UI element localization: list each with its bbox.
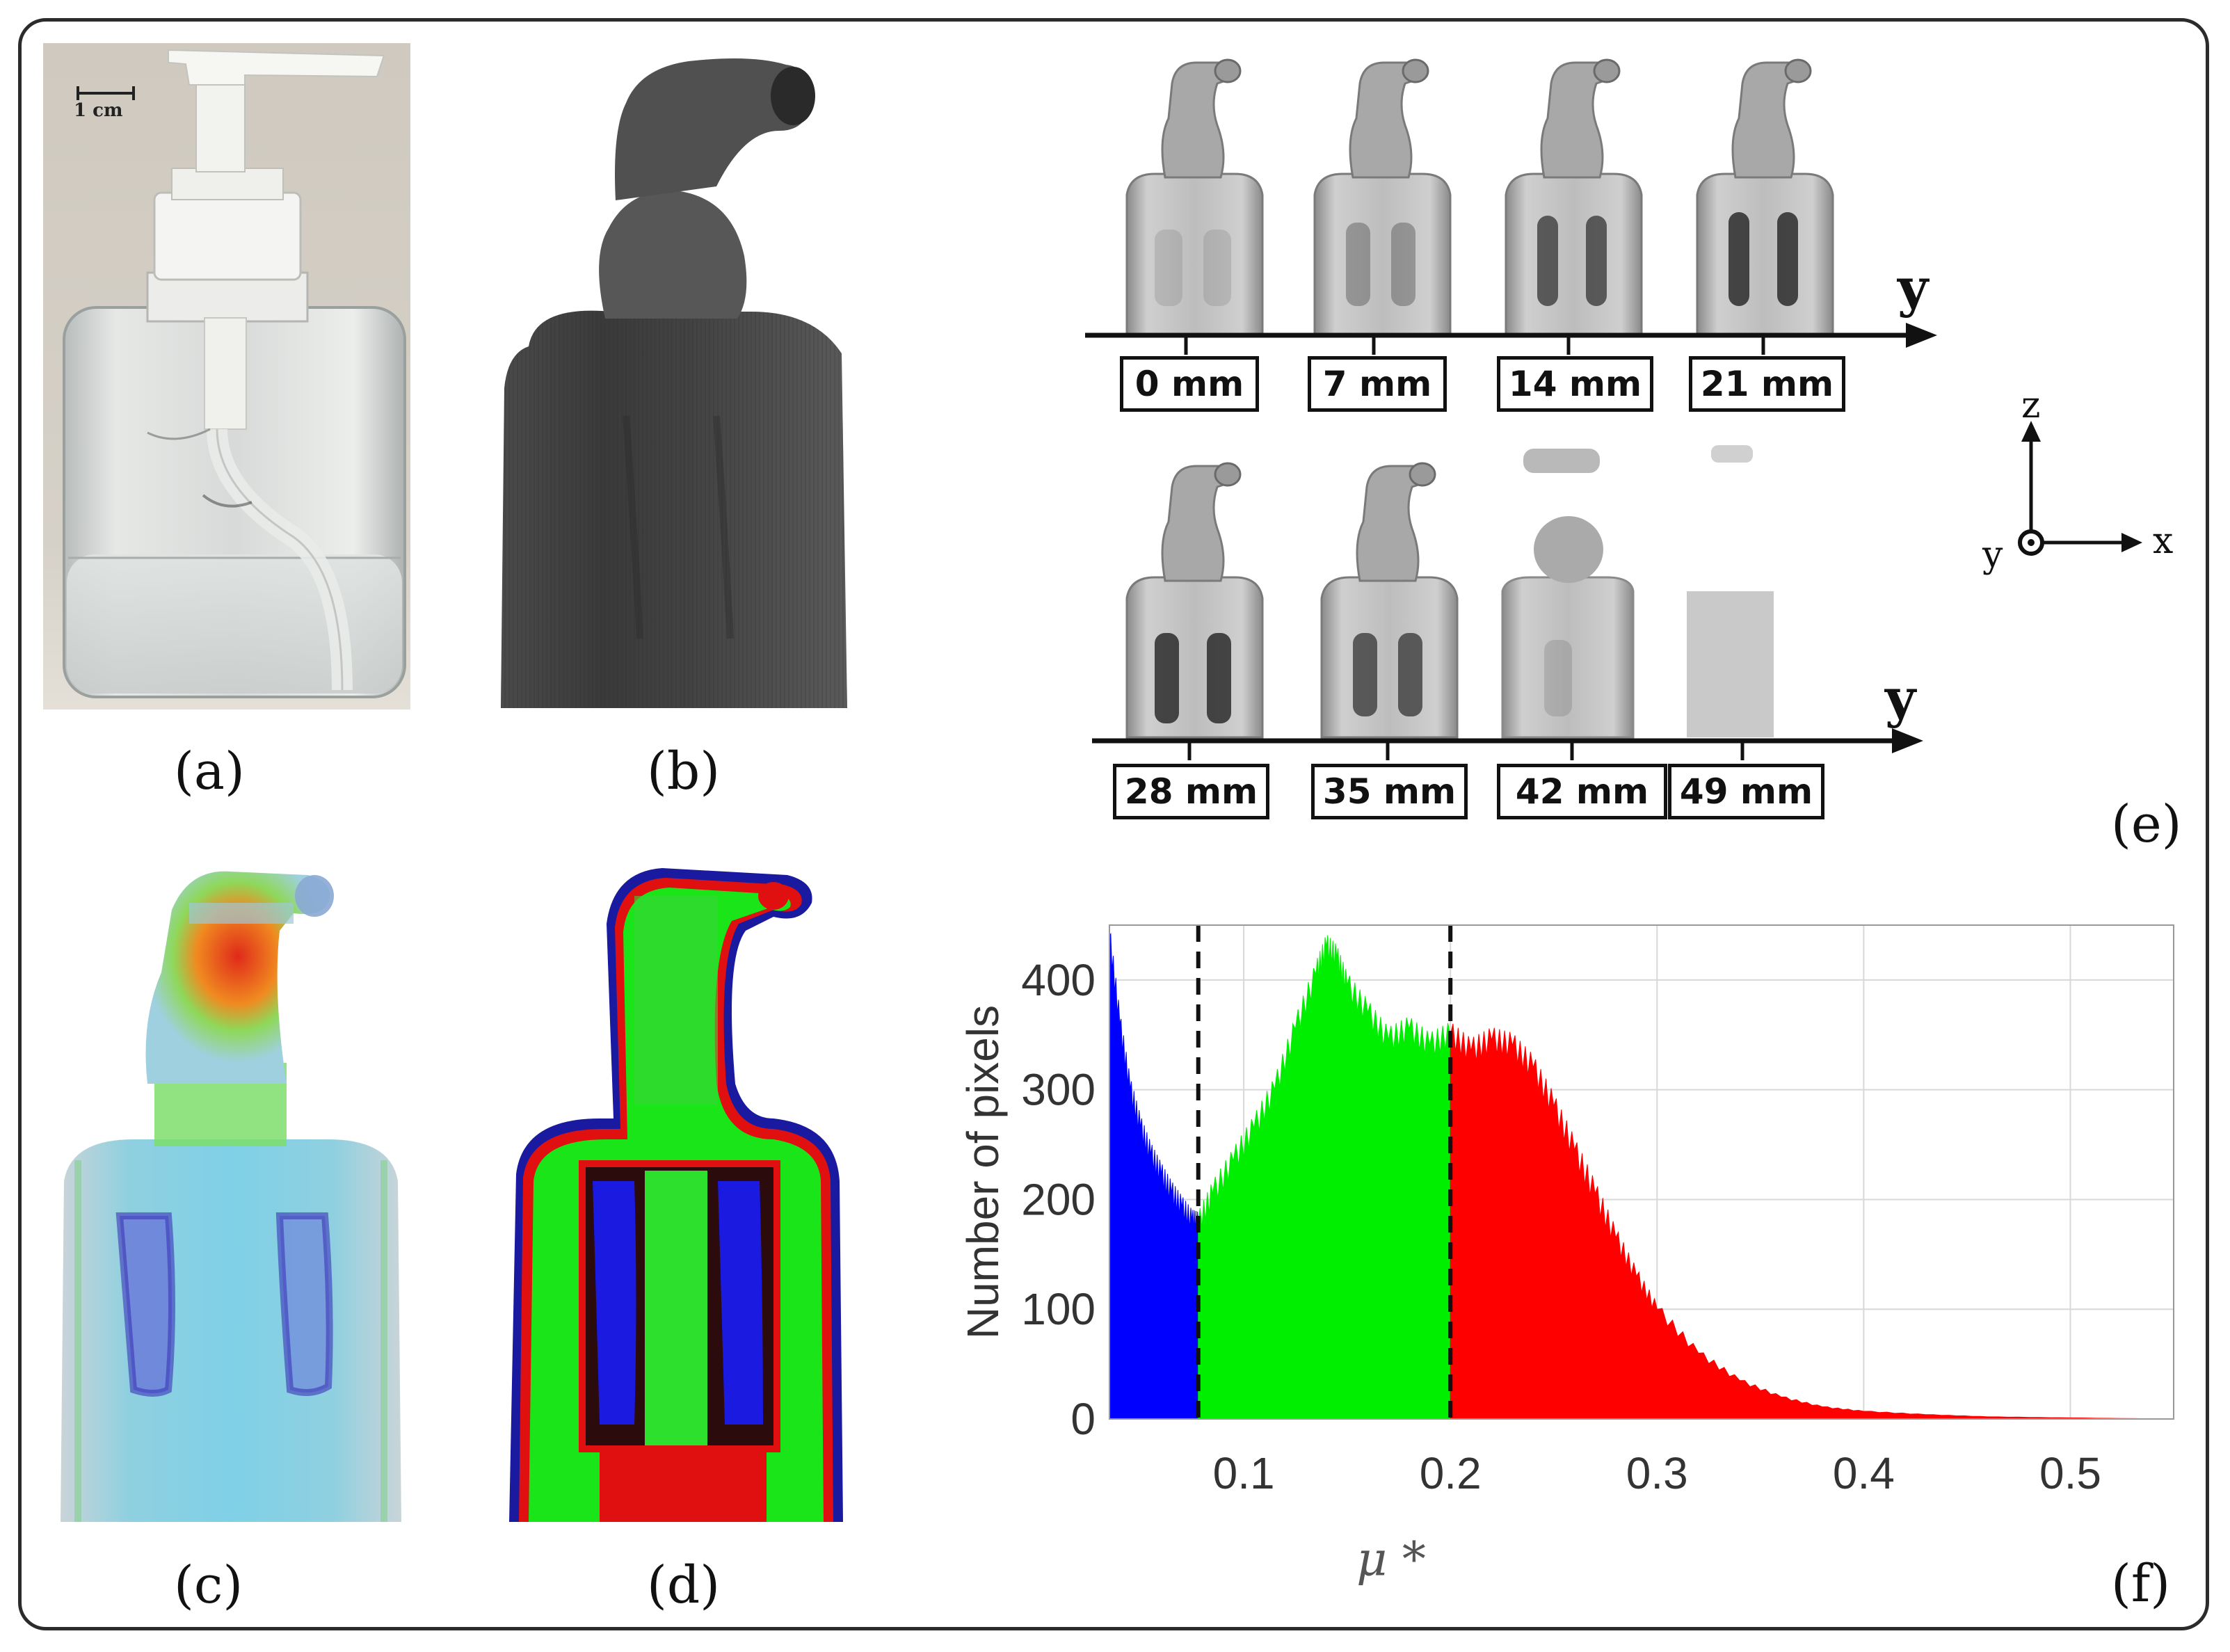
- slice-series: y y z y x: [1085, 58, 2173, 760]
- x-tick-label: 0.3: [1626, 1448, 1688, 1498]
- panel-d-label: (d): [647, 1555, 721, 1615]
- chart-ticks: 0.1 0.2 0.3 0.4 0.5 0 100 200 300 400: [1021, 955, 2101, 1498]
- panel-e-slices: y y z y x 0 mm 7 mm 14 mm 21 mm 28 mm 35…: [1071, 28, 2198, 876]
- panel-d-render: [495, 854, 857, 1522]
- y-tick-label: 300: [1021, 1065, 1096, 1115]
- soap-bottle-photo: [43, 43, 410, 709]
- color-volume-render: [61, 871, 401, 1522]
- y-tick-label: 0: [1070, 1394, 1096, 1444]
- axis-y-label: y: [1982, 534, 2003, 576]
- panel-a-label: (a): [174, 741, 245, 801]
- x-tick-label: 0.4: [1833, 1448, 1895, 1498]
- position-label: 21 mm: [1689, 356, 1845, 412]
- y-tick-label: 400: [1021, 955, 1096, 1005]
- position-label: 28 mm: [1113, 764, 1269, 819]
- threshold-lines: [1196, 925, 1453, 1419]
- position-label: 14 mm: [1497, 356, 1653, 412]
- plot-frame: [1109, 924, 2174, 1420]
- orientation-triad: z y x: [1982, 385, 2173, 576]
- position-label: 0 mm: [1120, 356, 1259, 412]
- y-tick-label: 100: [1021, 1284, 1096, 1334]
- position-label: 35 mm: [1311, 764, 1468, 819]
- axis-x-label: x: [2153, 520, 2173, 562]
- row1-axis-letter: y: [1897, 257, 1930, 319]
- panel-f-label: (f): [2111, 1554, 2171, 1614]
- panel-e-label: (e): [2111, 794, 2182, 854]
- axis-z-label: z: [2021, 385, 2040, 426]
- panel-b-render: [487, 26, 876, 715]
- position-label: 49 mm: [1668, 764, 1824, 819]
- histogram-area: [1450, 1023, 2174, 1420]
- position-label: 42 mm: [1497, 764, 1667, 819]
- x-tick-label: 0.5: [2039, 1448, 2101, 1498]
- histogram-area: [1198, 935, 1451, 1420]
- panel-c-label: (c): [174, 1555, 243, 1615]
- x-tick-label: 0.2: [1420, 1448, 1482, 1498]
- segmented-volume-render: [509, 868, 843, 1522]
- figure-frame: [18, 18, 2209, 1630]
- position-label: 7 mm: [1308, 356, 1447, 412]
- panel-b-label: (b): [647, 741, 721, 801]
- row2-axis-letter: y: [1884, 667, 1917, 729]
- y-axis-label: Number of pixels: [958, 1005, 1008, 1339]
- grayscale-volume-render: [501, 58, 847, 708]
- scale-bar-label: 1 cm: [74, 100, 123, 121]
- x-tick-label: 0.1: [1213, 1448, 1275, 1498]
- y-tick-label: 200: [1021, 1174, 1096, 1224]
- chart-areas: [1109, 932, 2174, 1420]
- panel-c-render: [50, 854, 412, 1522]
- histogram-area: [1109, 932, 1199, 1420]
- panel-a-photo: 1 cm: [43, 43, 410, 709]
- panel-f-histogram: 0.1 0.2 0.3 0.4 0.5 0 100 200 300 400 Number of p…: [932, 904, 2205, 1600]
- x-axis-label: μ *: [1356, 1532, 1426, 1587]
- attenuation-histogram: 0.1 0.2 0.3 0.4 0.5 0 100 200 300 400 Number of p…: [958, 924, 2174, 1587]
